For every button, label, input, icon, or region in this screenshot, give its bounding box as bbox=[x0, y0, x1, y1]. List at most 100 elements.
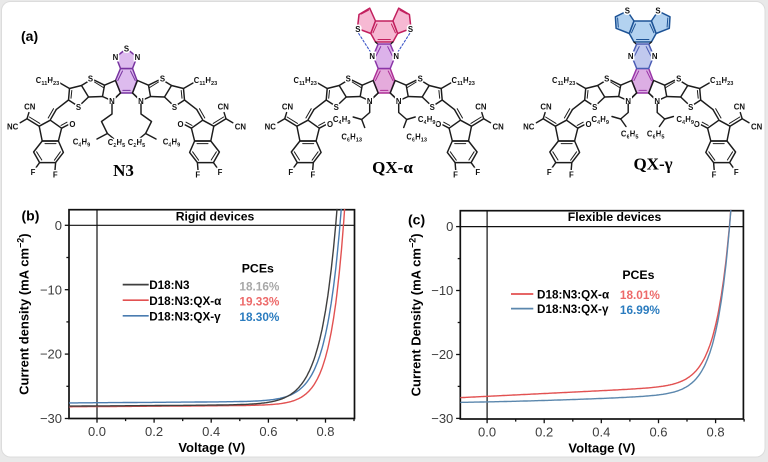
svg-text:S: S bbox=[688, 103, 693, 112]
svg-text:NC: NC bbox=[523, 122, 535, 131]
svg-text:S: S bbox=[334, 103, 339, 112]
svg-text:C4H9: C4H9 bbox=[418, 115, 436, 126]
svg-text:Rigid devices: Rigid devices bbox=[176, 209, 255, 223]
svg-text:18.30%: 18.30% bbox=[239, 310, 280, 324]
svg-text:Current density (mA cm−2): Current density (mA cm−2) bbox=[16, 233, 32, 395]
svg-text:(a): (a) bbox=[21, 28, 38, 44]
svg-text:N: N bbox=[654, 97, 660, 106]
svg-text:−30: −30 bbox=[40, 411, 62, 426]
svg-text:F: F bbox=[712, 170, 717, 179]
svg-text:C11H23: C11H23 bbox=[552, 76, 575, 87]
svg-text:S: S bbox=[408, 25, 413, 34]
svg-text:0.2: 0.2 bbox=[535, 424, 553, 439]
svg-text:CN: CN bbox=[475, 102, 487, 111]
svg-text:S: S bbox=[592, 103, 597, 112]
svg-text:S: S bbox=[604, 75, 609, 84]
svg-text:S: S bbox=[76, 103, 81, 112]
svg-text:S: S bbox=[124, 44, 129, 53]
svg-text:N3: N3 bbox=[113, 161, 134, 180]
svg-text:C6H5: C6H5 bbox=[621, 130, 639, 141]
svg-text:D18:N3:QX-γ: D18:N3:QX-γ bbox=[149, 310, 221, 323]
svg-text:O: O bbox=[327, 120, 333, 129]
svg-text:O: O bbox=[694, 120, 700, 129]
svg-text:N: N bbox=[135, 53, 141, 62]
svg-text:F: F bbox=[734, 168, 739, 177]
svg-text:CN: CN bbox=[751, 122, 763, 131]
svg-text:0.0: 0.0 bbox=[88, 424, 106, 439]
svg-text:S: S bbox=[355, 25, 360, 34]
svg-text:N: N bbox=[113, 53, 119, 62]
svg-text:O: O bbox=[69, 120, 75, 129]
svg-text:0.4: 0.4 bbox=[202, 424, 220, 439]
svg-text:−10: −10 bbox=[431, 283, 453, 298]
svg-text:0.4: 0.4 bbox=[592, 424, 610, 439]
svg-text:QX-α: QX-α bbox=[372, 158, 413, 177]
svg-text:C4H9: C4H9 bbox=[333, 115, 351, 126]
svg-text:CN: CN bbox=[282, 102, 294, 111]
svg-text:F: F bbox=[569, 170, 574, 179]
svg-text:C6H5: C6H5 bbox=[647, 130, 665, 141]
svg-text:0.2: 0.2 bbox=[145, 424, 163, 439]
svg-text:−20: −20 bbox=[40, 347, 62, 362]
svg-text:16.99%: 16.99% bbox=[620, 303, 661, 317]
svg-text:CN: CN bbox=[235, 122, 247, 131]
svg-text:CN: CN bbox=[492, 122, 504, 131]
svg-text:−20: −20 bbox=[431, 347, 453, 362]
svg-text:NC: NC bbox=[265, 122, 277, 131]
svg-text:QX-γ: QX-γ bbox=[633, 154, 672, 173]
svg-text:NC: NC bbox=[7, 122, 19, 131]
svg-text:CN: CN bbox=[540, 102, 552, 111]
svg-text:F: F bbox=[218, 168, 223, 177]
svg-text:18.16%: 18.16% bbox=[239, 279, 280, 293]
svg-text:N: N bbox=[628, 52, 634, 61]
svg-text:(c): (c) bbox=[408, 212, 425, 228]
svg-text:18.01%: 18.01% bbox=[620, 288, 661, 302]
svg-text:S: S bbox=[676, 75, 681, 84]
svg-text:N: N bbox=[396, 97, 402, 106]
svg-text:O: O bbox=[178, 120, 184, 129]
svg-text:C11H23: C11H23 bbox=[451, 76, 474, 87]
svg-text:C4H9: C4H9 bbox=[591, 115, 609, 126]
svg-text:F: F bbox=[453, 170, 458, 179]
svg-text:D18:N3:QX-γ: D18:N3:QX-γ bbox=[537, 303, 609, 316]
svg-text:PCEs: PCEs bbox=[622, 268, 654, 282]
svg-text:F: F bbox=[53, 170, 58, 179]
svg-text:−10: −10 bbox=[40, 282, 62, 297]
svg-text:0.8: 0.8 bbox=[316, 424, 334, 439]
svg-text:C11H23: C11H23 bbox=[293, 76, 316, 87]
svg-text:C11H23: C11H23 bbox=[710, 76, 733, 87]
svg-text:0.8: 0.8 bbox=[707, 424, 725, 439]
svg-text:N: N bbox=[625, 97, 631, 106]
svg-text:D18:N3:QX-α: D18:N3:QX-α bbox=[149, 295, 222, 308]
svg-text:PCEs: PCEs bbox=[242, 261, 274, 275]
svg-text:S: S bbox=[430, 103, 435, 112]
svg-text:O: O bbox=[435, 120, 441, 129]
svg-text:N: N bbox=[138, 97, 144, 106]
svg-text:Current Density (mA cm−2): Current Density (mA cm−2) bbox=[408, 233, 424, 396]
svg-text:S: S bbox=[172, 103, 177, 112]
svg-text:N: N bbox=[367, 97, 373, 106]
svg-text:F: F bbox=[475, 168, 480, 177]
svg-text:0: 0 bbox=[55, 218, 62, 233]
svg-text:N: N bbox=[652, 52, 658, 61]
svg-text:S: S bbox=[346, 75, 351, 84]
svg-text:CN: CN bbox=[734, 102, 746, 111]
svg-text:C11H23: C11H23 bbox=[36, 76, 59, 87]
svg-text:0.0: 0.0 bbox=[478, 424, 496, 439]
svg-text:(b): (b) bbox=[22, 208, 40, 224]
svg-text:O: O bbox=[586, 120, 592, 129]
svg-text:D18:N3: D18:N3 bbox=[149, 279, 190, 292]
svg-text:N: N bbox=[393, 52, 399, 61]
svg-text:C2H5: C2H5 bbox=[128, 138, 146, 149]
svg-text:C11H23: C11H23 bbox=[194, 76, 217, 87]
svg-text:S: S bbox=[418, 75, 423, 84]
svg-text:N: N bbox=[109, 97, 115, 106]
svg-text:F: F bbox=[288, 168, 293, 177]
svg-text:Voltage (V): Voltage (V) bbox=[568, 441, 635, 456]
svg-text:19.33%: 19.33% bbox=[239, 295, 280, 309]
svg-text:S: S bbox=[625, 7, 630, 16]
svg-text:Flexible devices: Flexible devices bbox=[568, 210, 662, 224]
svg-text:F: F bbox=[547, 168, 552, 177]
svg-text:CN: CN bbox=[218, 102, 230, 111]
svg-text:CN: CN bbox=[24, 102, 36, 111]
